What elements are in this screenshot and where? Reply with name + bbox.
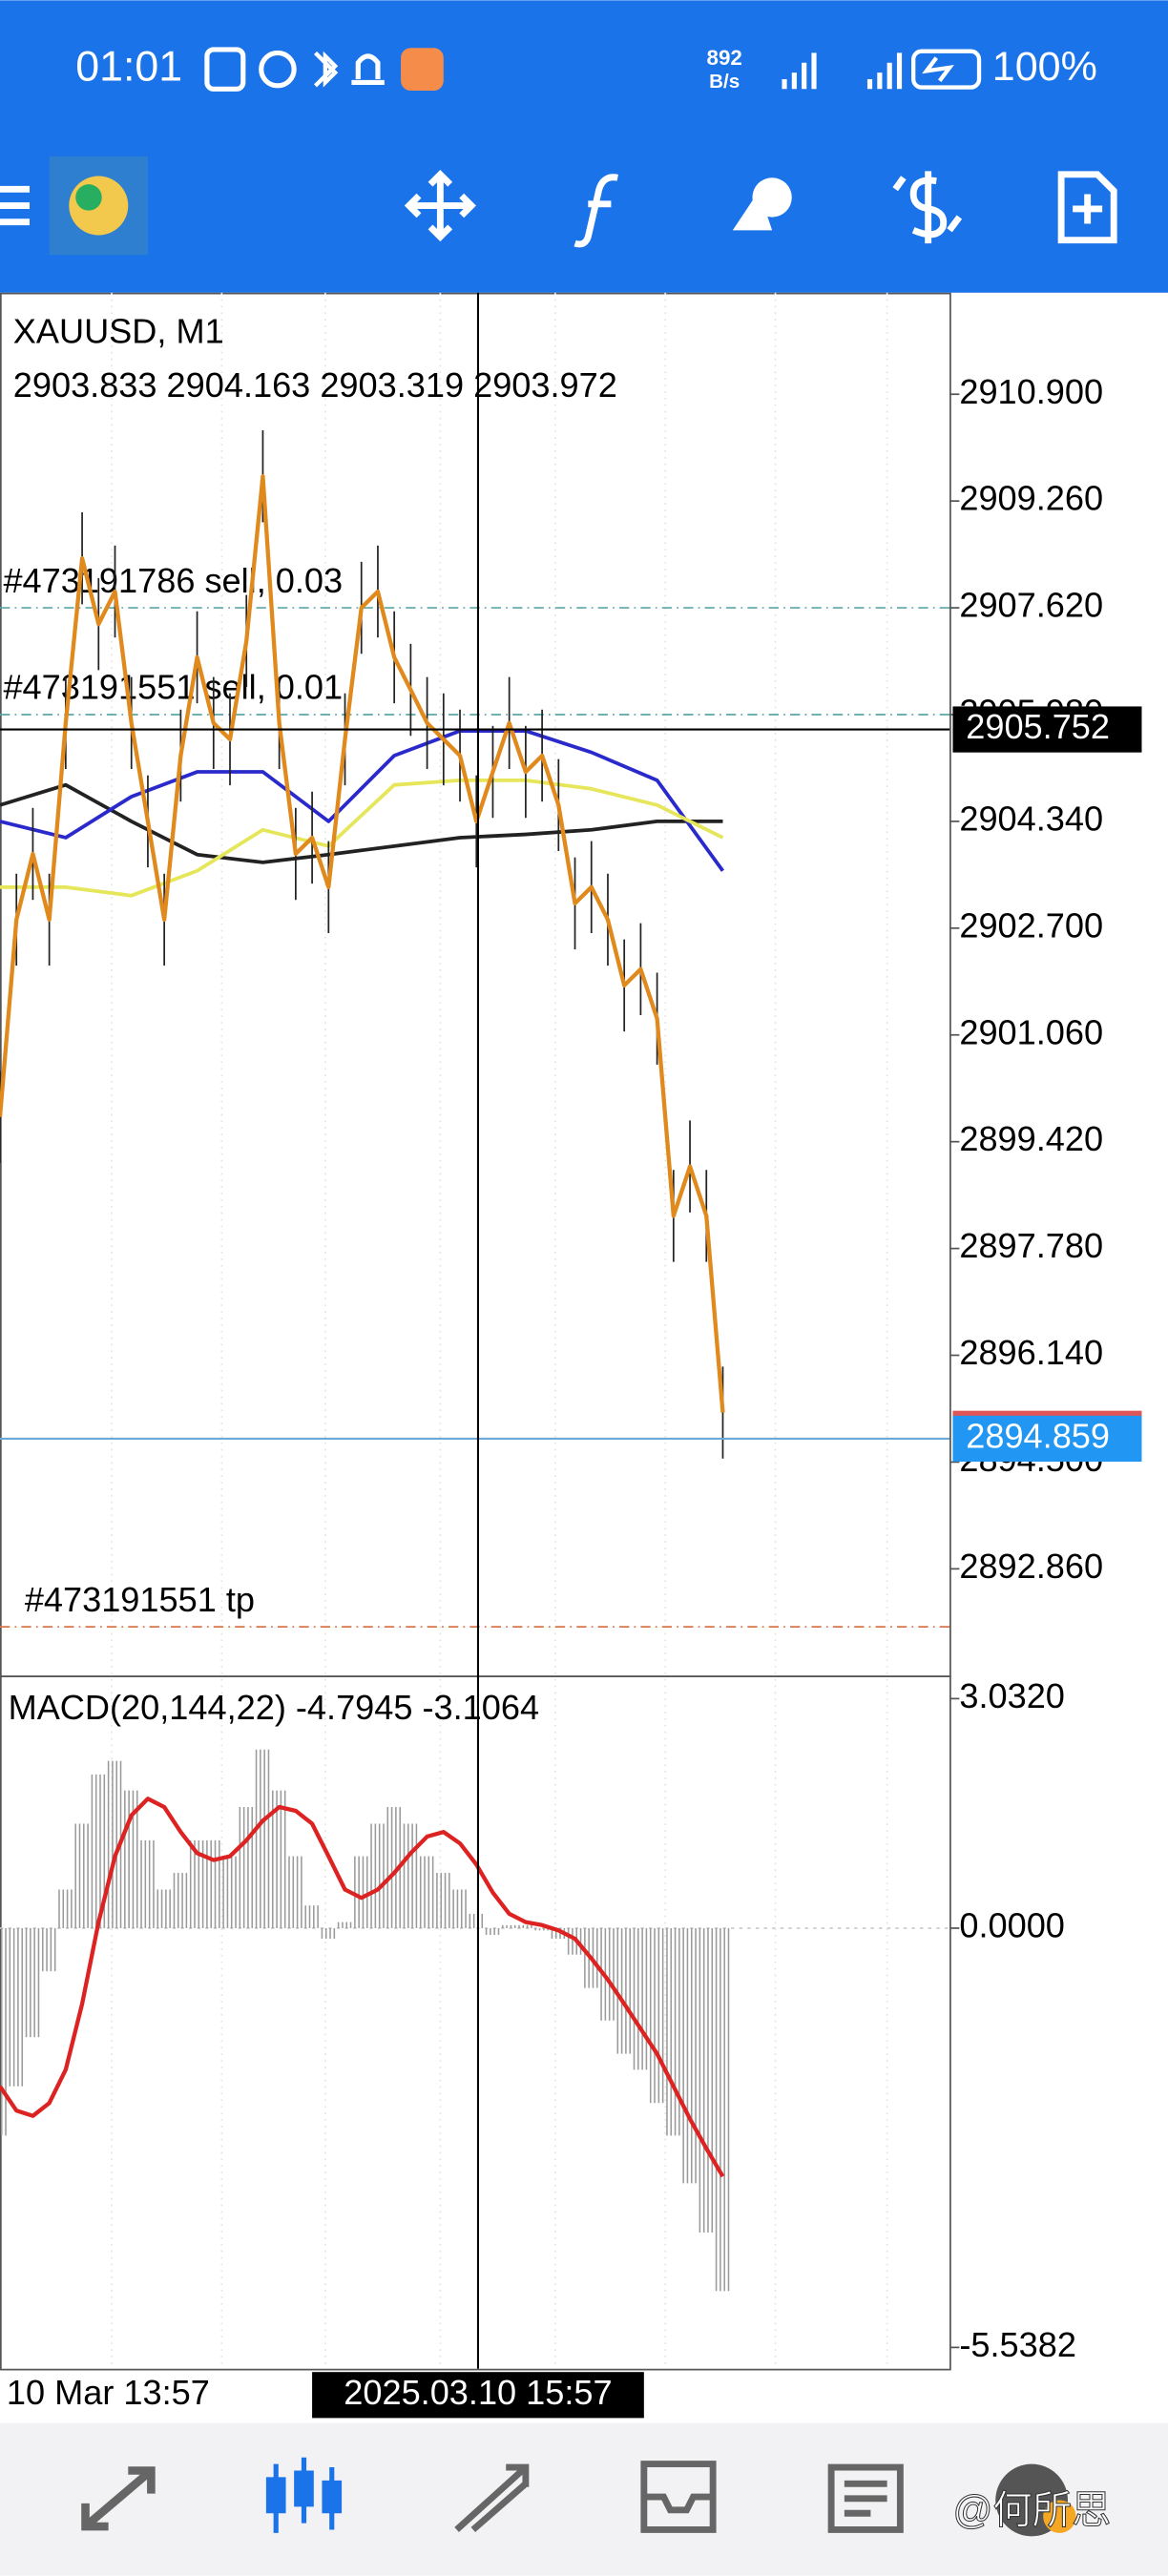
nfc-icon	[204, 47, 246, 92]
moving-average	[0, 779, 724, 898]
order-label: #473191551 tp	[25, 1580, 255, 1619]
y-tick-label: 2896.140	[959, 1333, 1103, 1372]
nav-quotes[interactable]	[81, 2466, 156, 2531]
macd-label: MACD(20,144,22) -4.7945 -3.1064	[9, 1688, 540, 1727]
bottom-nav	[0, 2422, 1168, 2576]
ask-marker	[952, 1410, 1142, 1418]
order-label: #473191786 sell, 0.03	[3, 561, 343, 600]
time-start: 10 Mar 13:57	[7, 2373, 210, 2412]
macd-y-tick-label: -5.5382	[959, 2325, 1076, 2364]
badge	[1043, 2500, 1076, 2533]
macd-panel	[0, 1675, 951, 2371]
moving-average	[0, 782, 723, 864]
watermark: @何所思	[952, 2488, 1111, 2532]
battery-icon	[911, 49, 982, 90]
y-tick-label: 2907.620	[959, 586, 1103, 625]
signal-line	[0, 1797, 725, 2178]
mt4-logo-mark	[75, 184, 102, 211]
price-line	[0, 474, 725, 1413]
ohlc-label: 2903.833 2904.163 2903.319 2903.972	[13, 365, 617, 405]
clock: 01:01	[75, 42, 182, 90]
order-label: #473191551 sell, 0.01	[3, 668, 343, 707]
menu-button[interactable]	[0, 185, 30, 226]
symbol-label: XAUUSD, M1	[13, 311, 224, 350]
y-tick-label: 2897.780	[959, 1226, 1103, 1265]
nav-news[interactable]	[827, 2463, 904, 2533]
signal-2	[866, 52, 903, 90]
nav-history[interactable]	[640, 2461, 717, 2533]
macd-y-tick-label: 3.0320	[959, 1676, 1065, 1715]
indicators-button[interactable]	[574, 174, 618, 248]
y-tick-label: 2910.900	[959, 372, 1103, 411]
new-order-button[interactable]	[1057, 171, 1117, 244]
app-icon	[401, 48, 444, 92]
nav-trade[interactable]	[454, 2463, 530, 2533]
alarm-icon	[259, 50, 297, 89]
y-tick-label: 2904.340	[959, 799, 1103, 838]
objects-button-part	[752, 177, 792, 218]
bid-box	[952, 1415, 1142, 1463]
trade-button[interactable]	[892, 171, 963, 244]
series: #473191786 sell, 0.03 #473191551 sell, 0.…	[0, 292, 1142, 2419]
y-tick-label: 2899.420	[959, 1119, 1103, 1158]
y-tick-label: 2892.860	[959, 1547, 1103, 1586]
crosshair-price-label: 2905.752	[966, 707, 1110, 746]
nav-chart-candles	[265, 2470, 343, 2514]
y-tick-label: 2902.700	[959, 905, 1103, 945]
signal-1	[782, 52, 817, 90]
crosshair-tool[interactable]	[404, 169, 476, 242]
y-tick-label: 2909.260	[959, 479, 1103, 518]
crosshair-time-label: 2025.03.10 15:57	[344, 2373, 612, 2412]
bluetooth-icon	[314, 51, 339, 88]
battery-level: 100%	[992, 44, 1097, 90]
net-speed: 892	[707, 46, 742, 70]
mute-icon	[351, 53, 385, 85]
crosshair-price-box	[952, 706, 1142, 753]
price-panel	[0, 292, 951, 1678]
bid-label: 2894.859	[966, 1416, 1110, 1455]
net-unit: B/s	[709, 71, 740, 93]
y-tick-label: 2901.060	[959, 1012, 1103, 1051]
moving-average	[0, 729, 725, 872]
macd-y-tick-label: 0.0000	[959, 1906, 1065, 1945]
crosshair-time-box	[312, 2372, 644, 2419]
charging-icon	[922, 56, 954, 82]
